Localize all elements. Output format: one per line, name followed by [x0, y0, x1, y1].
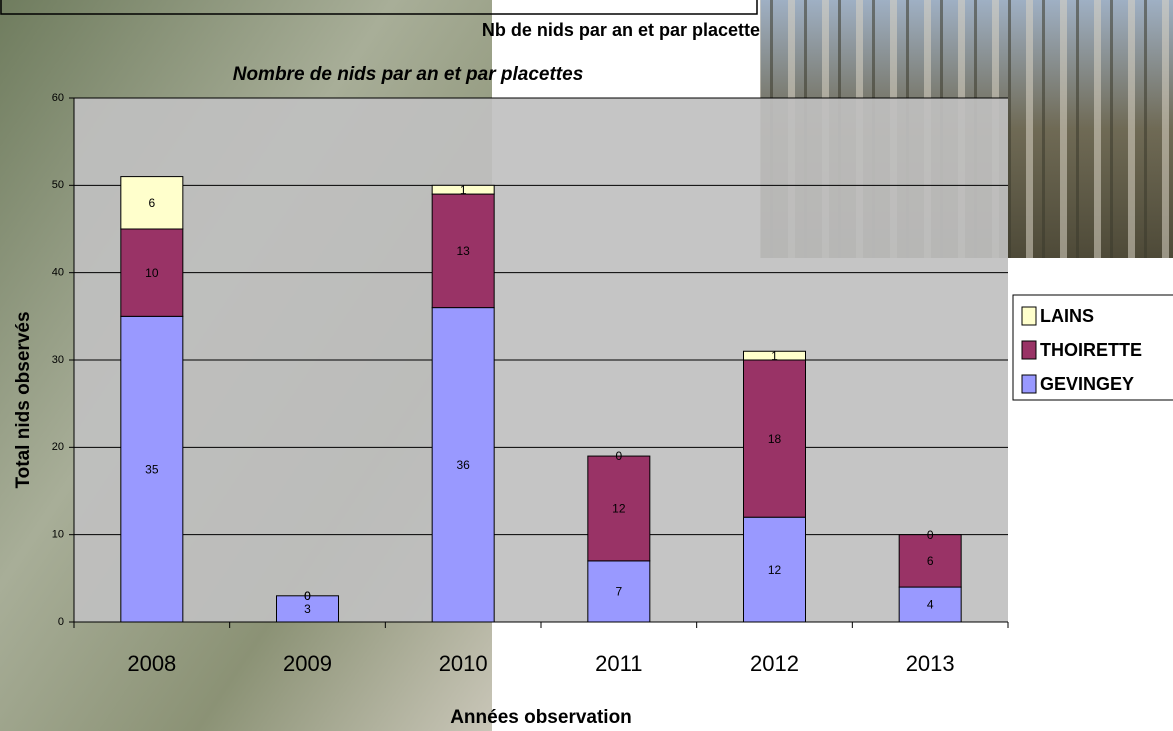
x-tick-label: 2012: [750, 651, 799, 676]
data-label: 0: [304, 589, 311, 603]
data-label: 12: [612, 502, 626, 516]
data-label: 4: [927, 598, 934, 612]
legend-label: THOIRETTE: [1040, 340, 1142, 360]
data-label: 10: [145, 266, 159, 280]
data-label: 35: [145, 462, 159, 476]
y-tick-label: 40: [52, 267, 64, 279]
data-label: 12: [768, 563, 782, 577]
chart: Nb de nids par an et par placette Nombre…: [0, 0, 1173, 731]
data-label: 13: [456, 244, 470, 258]
y-axis-title: Total nids observés: [13, 311, 34, 488]
x-tick-label: 2009: [283, 651, 332, 676]
data-label: 0: [615, 449, 622, 463]
page: {"slide_title": "Nb de nids par an et pa…: [0, 0, 1173, 731]
legend-swatch: [1022, 341, 1036, 359]
data-label: 1: [460, 183, 467, 197]
x-tick-label: 2010: [439, 651, 488, 676]
data-label: 6: [927, 554, 934, 568]
y-tick-label: 50: [52, 179, 64, 191]
x-tick-label: 2013: [906, 651, 955, 676]
slide-title: Nb de nids par an et par placette: [482, 20, 760, 40]
y-tick-label: 30: [52, 354, 64, 366]
data-label: 6: [148, 196, 155, 210]
y-tick-label: 60: [52, 92, 64, 104]
x-axis-title: Années observation: [450, 707, 632, 728]
data-label: 18: [768, 432, 782, 446]
data-label: 3: [304, 602, 311, 616]
legend-label: GEVINGEY: [1040, 374, 1134, 394]
y-tick-label: 20: [52, 441, 64, 453]
x-tick-label: 2008: [127, 651, 176, 676]
y-tick-label: 0: [58, 616, 64, 628]
legend-label: LAINS: [1040, 306, 1094, 326]
legend-swatch: [1022, 375, 1036, 393]
data-label: 1: [771, 349, 778, 363]
y-tick-label: 10: [52, 529, 64, 541]
data-label: 0: [927, 528, 934, 542]
chart-title: Nombre de nids par an et par placettes: [233, 64, 584, 85]
x-tick-label: 2011: [595, 651, 642, 676]
data-label: 36: [456, 458, 470, 472]
legend-swatch: [1022, 307, 1036, 325]
data-label: 7: [615, 585, 622, 599]
